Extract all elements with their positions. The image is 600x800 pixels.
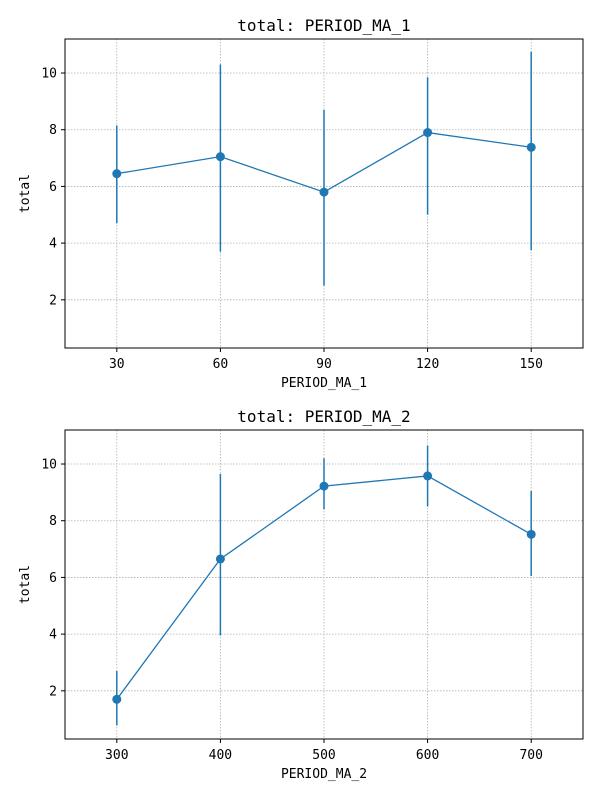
data-point (112, 169, 122, 179)
data-point (526, 529, 536, 539)
chart-period-ma-2: 300 400 500 600 700 2 4 6 8 10 total: PERIOD_MA_2 P… (18, 407, 584, 782)
x-tick-label: 700 (519, 748, 542, 763)
y-tick-label: 2 (49, 293, 57, 308)
x-tick-label: 60 (213, 357, 229, 372)
x-tick-label: 500 (312, 748, 335, 763)
plot-frame (64, 38, 584, 349)
x-tick-label: 400 (209, 748, 232, 763)
data-point (215, 554, 225, 564)
x-tick-label: 150 (519, 357, 542, 372)
data-point (526, 142, 536, 152)
x-tick-label: 120 (416, 357, 439, 372)
y-tick-label: 4 (49, 237, 57, 252)
data-point (215, 152, 225, 162)
y-tick-label: 6 (49, 571, 57, 586)
y-tick-label: 2 (49, 684, 57, 699)
y-axis-label: total (18, 565, 33, 604)
x-axis-label: PERIOD_MA_2 (281, 767, 367, 782)
y-tick-label: 8 (49, 123, 57, 138)
data-point (423, 471, 433, 481)
y-axis-label: total (18, 174, 33, 213)
data-point (423, 128, 433, 138)
data-point (319, 481, 329, 491)
chart-period-ma-1: 30 60 90 120 150 2 4 6 8 10 total: PERIOD_MA_1 PERI… (18, 16, 584, 391)
plot-frame (64, 429, 584, 740)
x-axis-label: PERIOD_MA_1 (281, 376, 367, 391)
x-tick-label: 300 (105, 748, 128, 763)
data-point (319, 187, 329, 197)
y-tick-label: 10 (41, 458, 57, 473)
y-tick-label: 6 (49, 180, 57, 195)
chart-title: total: PERIOD_MA_2 (237, 407, 410, 426)
y-tick-label: 10 (41, 67, 57, 82)
x-tick-label: 600 (416, 748, 439, 763)
data-point (112, 694, 122, 704)
chart-title: total: PERIOD_MA_1 (237, 16, 410, 35)
y-tick-label: 4 (49, 628, 57, 643)
x-tick-label: 30 (109, 357, 125, 372)
y-tick-label: 8 (49, 514, 57, 529)
x-tick-label: 90 (316, 357, 332, 372)
